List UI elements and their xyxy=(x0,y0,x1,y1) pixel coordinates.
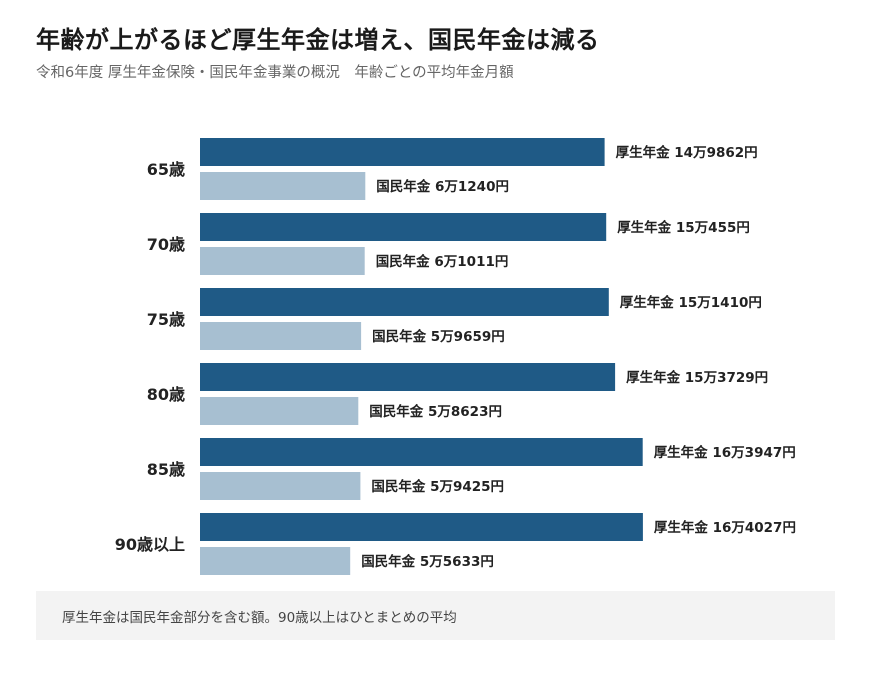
kosei-value-label: 厚生年金 14万9862円 xyxy=(616,144,758,161)
kokumin-bar xyxy=(200,397,359,425)
kokumin-bar xyxy=(200,322,362,350)
category-label: 65歳 xyxy=(147,160,185,179)
category-label: 80歳 xyxy=(147,385,185,404)
footnote: 厚生年金は国民年金部分を含む額。90歳以上はひとまとめの平均 xyxy=(36,591,835,640)
chart-subtitle: 令和6年度 厚生年金保険・国民年金事業の概況 年齢ごとの平均年金月額 xyxy=(36,65,514,81)
kokumin-value-label: 国民年金 5万5633円 xyxy=(361,553,494,570)
category-label: 90歳以上 xyxy=(115,535,185,554)
kosei-value-label: 厚生年金 15万3729円 xyxy=(626,369,768,386)
kosei-value-label: 厚生年金 16万3947円 xyxy=(654,444,796,461)
kokumin-bar xyxy=(200,172,366,200)
kosei-value-label: 厚生年金 15万1410円 xyxy=(620,294,762,311)
kokumin-value-label: 国民年金 5万9659円 xyxy=(372,328,505,345)
kosei-value-label: 厚生年金 15万455円 xyxy=(617,219,750,236)
kosei-bar xyxy=(200,213,607,241)
kosei-bar xyxy=(200,513,643,541)
category-label: 85歳 xyxy=(147,460,185,479)
kosei-bar xyxy=(200,363,616,391)
category-label: 75歳 xyxy=(147,310,185,329)
kokumin-bar xyxy=(200,547,351,575)
kokumin-value-label: 国民年金 6万1240円 xyxy=(376,178,509,195)
kokumin-value-label: 国民年金 5万8623円 xyxy=(369,403,502,420)
kosei-bar xyxy=(200,288,609,316)
category-label: 70歳 xyxy=(147,235,185,254)
kokumin-bar xyxy=(200,247,365,275)
kokumin-bar xyxy=(200,472,361,500)
kosei-bar xyxy=(200,438,643,466)
kokumin-value-label: 国民年金 5万9425円 xyxy=(371,478,504,495)
kokumin-value-label: 国民年金 6万1011円 xyxy=(376,253,509,270)
chart-title: 年齢が上がるほど厚生年金は増え、国民年金は減る xyxy=(36,26,600,54)
kosei-value-label: 厚生年金 16万4027円 xyxy=(654,519,796,536)
kosei-bar xyxy=(200,138,605,166)
